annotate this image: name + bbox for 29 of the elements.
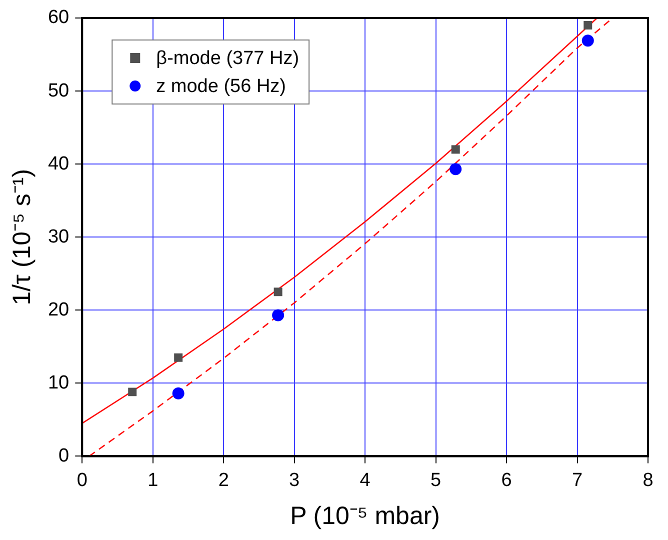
- point: [582, 34, 594, 47]
- y-axis-title: 1/τ (10⁻⁵ s⁻¹): [8, 168, 36, 306]
- x-tick-label: 0: [76, 470, 88, 491]
- y-tick-label: 40: [48, 153, 70, 174]
- x-tick-label: 1: [148, 470, 158, 491]
- y-tick-label: 0: [58, 445, 70, 466]
- legend-label: β-mode (377 Hz): [156, 48, 300, 70]
- point: [584, 21, 592, 30]
- point: [274, 288, 282, 296]
- y-tick-label: 20: [48, 299, 70, 320]
- legend-label: z mode (56 Hz): [156, 76, 286, 98]
- x-tick-label: 5: [430, 470, 442, 491]
- point: [128, 388, 137, 396]
- x-tick-label: 4: [360, 470, 371, 491]
- y-tick-label: 30: [48, 226, 70, 248]
- point: [272, 309, 284, 322]
- point: [172, 387, 184, 400]
- x-tick-label: 3: [289, 470, 300, 491]
- y-tick-label: 10: [48, 372, 70, 394]
- point: [450, 163, 462, 176]
- x-tick-label: 2: [218, 470, 229, 491]
- y-tick-label: 60: [48, 7, 70, 28]
- y-tick-label: 50: [48, 80, 70, 102]
- point: [174, 353, 183, 362]
- x-tick-label: 6: [501, 470, 512, 491]
- x-tick-label: 7: [572, 470, 583, 491]
- x-tick-label: 8: [642, 470, 654, 491]
- point: [451, 145, 460, 154]
- x-axis-title: P (10⁻⁵ mbar): [290, 502, 440, 530]
